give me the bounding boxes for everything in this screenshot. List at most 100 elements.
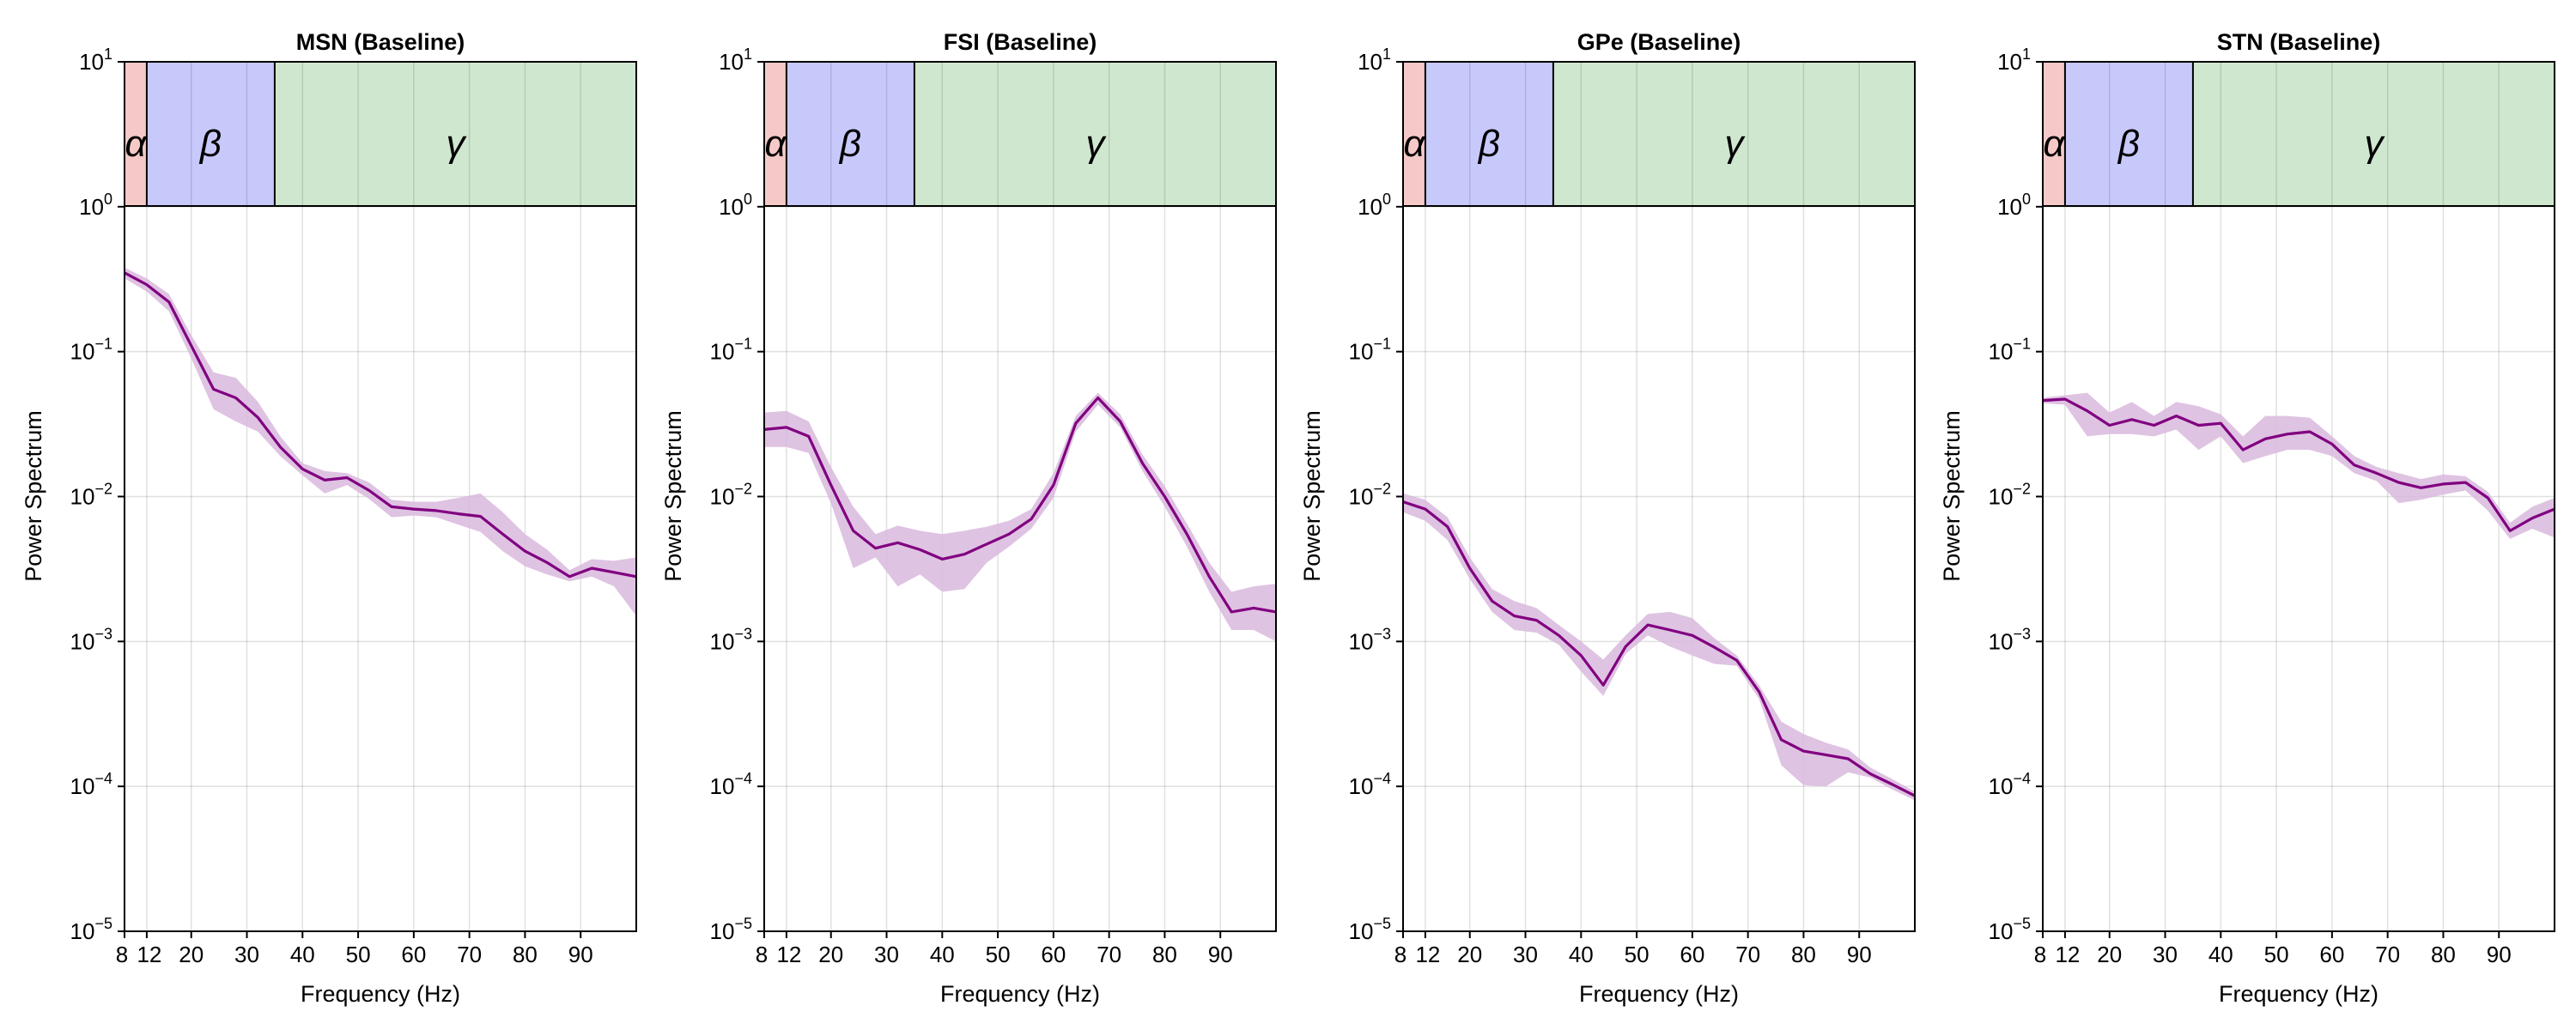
x-axis-label: Frequency (Hz) xyxy=(1579,981,1739,1007)
x-tick-label: 8 xyxy=(756,942,768,967)
frequency-band xyxy=(786,62,914,206)
chart-panel: α β γ 8 12 20 30 40 50 60 70 80 90 10−5 10−4 10−3 10−2 10… xyxy=(1299,29,1916,1007)
x-tick-label: 60 xyxy=(2319,942,2344,967)
x-tick-label: 20 xyxy=(818,942,843,967)
confidence-band xyxy=(2043,392,2555,539)
x-tick-label: 30 xyxy=(234,942,259,967)
y-tick-label: 10−3 xyxy=(1989,625,2031,654)
y-tick-label: 10−2 xyxy=(710,481,752,510)
band-label: β xyxy=(198,123,222,165)
band-label: γ xyxy=(2364,123,2385,165)
x-tick-label: 12 xyxy=(776,942,801,967)
frequency-band xyxy=(2192,62,2555,206)
x-tick-label: 20 xyxy=(179,942,204,967)
x-tick-label: 40 xyxy=(1569,942,1594,967)
y-axis-label: Power Spectrum xyxy=(660,410,686,582)
y-tick-label: 10−5 xyxy=(1989,915,2031,944)
y-tick-label: 10−5 xyxy=(70,915,112,944)
x-tick-label: 40 xyxy=(2208,942,2233,967)
chart-panel: α β γ 8 12 20 30 40 50 60 70 80 90 10−5 10−4 10−3 10−2 10… xyxy=(1939,29,2555,1007)
chart-title: MSN (Baseline) xyxy=(296,29,465,55)
y-tick-label: 10−1 xyxy=(1989,336,2031,365)
y-tick-label: 10−3 xyxy=(70,625,112,654)
y-tick-label: 10−2 xyxy=(70,481,112,510)
x-axis-label: Frequency (Hz) xyxy=(301,981,460,1007)
x-tick-label: 70 xyxy=(1735,942,1760,967)
y-tick-label: 10−2 xyxy=(1349,481,1391,510)
y-tick-label: 10−4 xyxy=(70,770,112,799)
series-line xyxy=(763,396,1277,614)
x-axis-label: Frequency (Hz) xyxy=(2219,981,2379,1007)
frequency-band xyxy=(1552,62,1915,206)
y-tick-label: 101 xyxy=(1358,45,1391,75)
x-tick-label: 90 xyxy=(2487,942,2512,967)
y-tick-label: 10−4 xyxy=(1989,770,2031,799)
chart-title: FSI (Baseline) xyxy=(944,29,1097,55)
x-tick-label: 80 xyxy=(2431,942,2456,967)
chart-panel: α β γ 8 12 20 30 40 50 60 70 80 90 10−5 10−4 10−3 10−2 10… xyxy=(660,29,1277,1007)
x-tick-label: 70 xyxy=(457,942,482,967)
series-line xyxy=(124,271,637,579)
y-tick-label: 100 xyxy=(1358,191,1391,220)
y-tick-label: 100 xyxy=(1997,191,2031,220)
y-tick-label: 101 xyxy=(1997,45,2031,75)
x-tick-label: 80 xyxy=(513,942,538,967)
x-tick-label: 90 xyxy=(1208,942,1233,967)
y-tick-label: 101 xyxy=(719,45,752,75)
frequency-band xyxy=(274,62,636,206)
frequency-band xyxy=(1403,62,1425,206)
band-label: γ xyxy=(1085,123,1107,165)
y-tick-label: 100 xyxy=(719,191,752,220)
x-tick-label: 8 xyxy=(2034,942,2046,967)
frequency-band xyxy=(146,62,275,206)
x-tick-label: 70 xyxy=(2375,942,2400,967)
band-label: β xyxy=(1477,123,1500,165)
x-tick-label: 30 xyxy=(874,942,899,967)
x-tick-label: 50 xyxy=(2264,942,2289,967)
frequency-band xyxy=(2043,62,2065,206)
x-tick-label: 50 xyxy=(346,942,371,967)
x-tick-label: 8 xyxy=(1394,942,1406,967)
y-tick-label: 10−4 xyxy=(1349,770,1391,799)
x-tick-label: 12 xyxy=(1415,942,1440,967)
y-tick-label: 100 xyxy=(79,191,112,220)
confidence-band xyxy=(125,267,636,616)
y-axis-label: Power Spectrum xyxy=(21,410,46,582)
y-tick-label: 10−3 xyxy=(1349,625,1391,654)
x-tick-label: 60 xyxy=(1041,942,1066,967)
band-label: γ xyxy=(446,123,467,165)
x-tick-label: 60 xyxy=(1680,942,1704,967)
band-label: β xyxy=(2117,123,2140,165)
y-tick-label: 10−1 xyxy=(70,336,112,365)
frequency-band xyxy=(914,62,1276,206)
band-label: β xyxy=(838,123,861,165)
x-tick-label: 8 xyxy=(116,942,128,967)
x-tick-label: 90 xyxy=(1847,942,1872,967)
x-tick-label: 40 xyxy=(930,942,955,967)
band-label: α xyxy=(125,123,148,165)
x-tick-label: 70 xyxy=(1097,942,1121,967)
chart-title: STN (Baseline) xyxy=(2217,29,2381,55)
y-axis-label: Power Spectrum xyxy=(1939,410,1965,582)
band-label: α xyxy=(2043,123,2066,165)
x-tick-label: 30 xyxy=(2153,942,2178,967)
y-tick-label: 101 xyxy=(79,45,112,75)
y-tick-label: 10−3 xyxy=(710,625,752,654)
chart-title: GPe (Baseline) xyxy=(1577,29,1741,55)
x-tick-label: 50 xyxy=(1625,942,1649,967)
band-label: α xyxy=(1403,123,1426,165)
y-tick-label: 10−1 xyxy=(710,336,752,365)
band-label: α xyxy=(764,123,787,165)
confidence-band xyxy=(764,392,1276,642)
x-tick-label: 50 xyxy=(986,942,1011,967)
frequency-band xyxy=(2064,62,2193,206)
x-axis-label: Frequency (Hz) xyxy=(940,981,1100,1007)
confidence-band xyxy=(1403,493,1915,801)
frequency-band xyxy=(125,62,147,206)
chart-panel: α β γ 8 12 20 30 40 50 60 70 80 90 10−5 10−4 10−3 10−2 10… xyxy=(21,29,637,1007)
x-tick-label: 80 xyxy=(1791,942,1816,967)
y-tick-label: 10−4 xyxy=(710,770,752,799)
y-axis-label: Power Spectrum xyxy=(1299,410,1325,582)
series-line xyxy=(1402,500,1916,797)
